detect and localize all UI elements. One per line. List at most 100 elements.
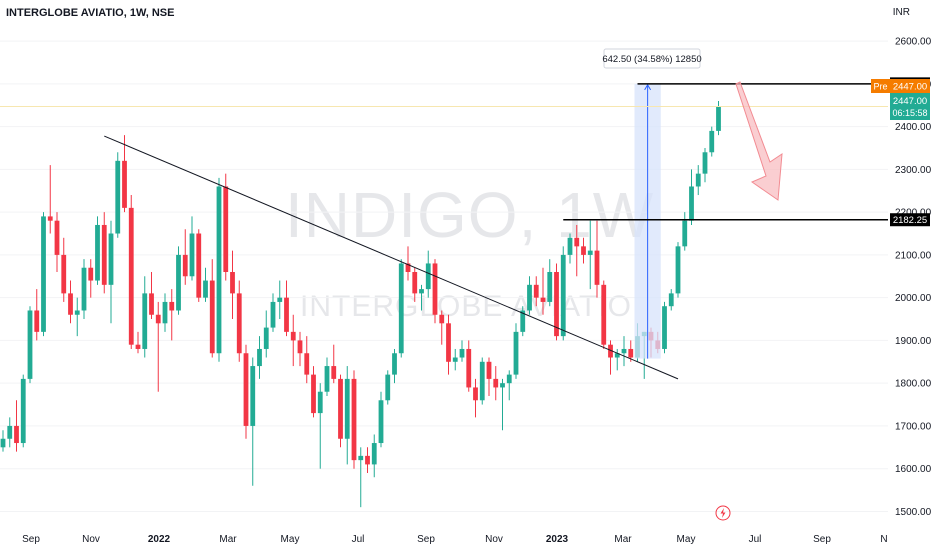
x-tick-label: N (880, 534, 887, 545)
support-tag-text: 2182.25 (893, 215, 927, 226)
projection-arrow (735, 81, 783, 201)
y-tick-label: 2100.00 (895, 250, 932, 261)
candle (486, 357, 492, 396)
candle-body (324, 366, 330, 392)
candle (479, 357, 485, 405)
candle (169, 289, 175, 341)
y-tick-label: 2300.00 (895, 165, 932, 176)
candle-body (392, 353, 397, 375)
candle-body (425, 263, 431, 290)
candle-body (486, 361, 492, 379)
candle (196, 229, 202, 302)
candle (702, 148, 708, 183)
candle-body (182, 254, 188, 277)
candle-body (263, 327, 269, 349)
candle-body (608, 344, 613, 358)
candles (0, 100, 721, 508)
candle-body (101, 224, 107, 285)
x-tick-label: Nov (485, 534, 503, 545)
candle-body (621, 348, 627, 354)
candle-body (81, 267, 87, 311)
candle-body (351, 378, 357, 461)
candle (493, 366, 499, 401)
candle-body (189, 233, 195, 277)
candle (527, 276, 532, 315)
candle (88, 259, 94, 298)
currency-label: INR (892, 7, 910, 18)
candle (608, 340, 613, 375)
candle (20, 374, 26, 448)
candle (54, 212, 60, 272)
candle-body (479, 361, 485, 401)
x-tick-label: Mar (614, 534, 632, 545)
y-tick-label: 1900.00 (895, 336, 932, 347)
candle-body (432, 263, 438, 315)
support-tag-bg (890, 213, 930, 227)
candle-body (513, 331, 519, 375)
candle (122, 135, 127, 213)
candle (115, 152, 121, 238)
candle-body (95, 224, 100, 281)
candle-body (540, 297, 546, 302)
candle-body (311, 374, 316, 414)
candle (675, 242, 681, 298)
candle-body (398, 263, 404, 354)
candle-body (216, 186, 222, 354)
candle-body (250, 366, 256, 426)
candle-body (614, 353, 620, 358)
candle (446, 314, 451, 375)
candle (371, 434, 377, 478)
candle (236, 280, 242, 362)
candle (668, 289, 674, 311)
candle-body (108, 233, 114, 285)
candle-body (601, 284, 607, 345)
x-tick-label: 2022 (148, 534, 171, 545)
candle-body (702, 152, 708, 174)
candle-body (587, 250, 593, 255)
last-price-text: 2447.00 (893, 96, 927, 107)
candle (135, 331, 141, 354)
candle-body (662, 306, 667, 349)
candle-body (452, 357, 458, 362)
watermark-name: INTERGLOBE AVIATIO (300, 290, 632, 323)
measure-label-bg (603, 48, 701, 69)
lightning-icon (715, 505, 731, 521)
candle-body (689, 186, 694, 221)
support-tag: 2182.25 (890, 213, 930, 227)
candle (277, 280, 283, 320)
candle (34, 289, 40, 341)
candle-body (7, 425, 13, 439)
candle (419, 284, 424, 311)
lightning-icon-ring (715, 505, 731, 521)
candle-body (378, 400, 384, 444)
candle-body (284, 297, 289, 332)
candle (324, 357, 330, 396)
candle-body (533, 284, 539, 298)
candle (412, 267, 418, 302)
candle (142, 276, 148, 358)
candle (574, 224, 580, 277)
candle (74, 297, 80, 337)
candle-body (560, 254, 566, 337)
candle (506, 370, 512, 401)
candle (95, 216, 100, 285)
candle-body (716, 106, 721, 131)
candle-body (196, 233, 202, 298)
candle-body (243, 353, 249, 426)
candle (385, 370, 391, 405)
candle (567, 233, 573, 264)
candle (176, 246, 181, 315)
candle (365, 447, 370, 473)
candle-body (405, 263, 411, 272)
candle (14, 400, 19, 452)
candle (398, 259, 404, 358)
y-tick-label: 1800.00 (895, 379, 932, 390)
candle (47, 165, 53, 234)
candle-body (317, 391, 323, 414)
candle (284, 280, 289, 337)
candle (101, 212, 107, 294)
candle (270, 293, 276, 332)
candle-body (567, 237, 573, 255)
candle-body (547, 272, 553, 302)
